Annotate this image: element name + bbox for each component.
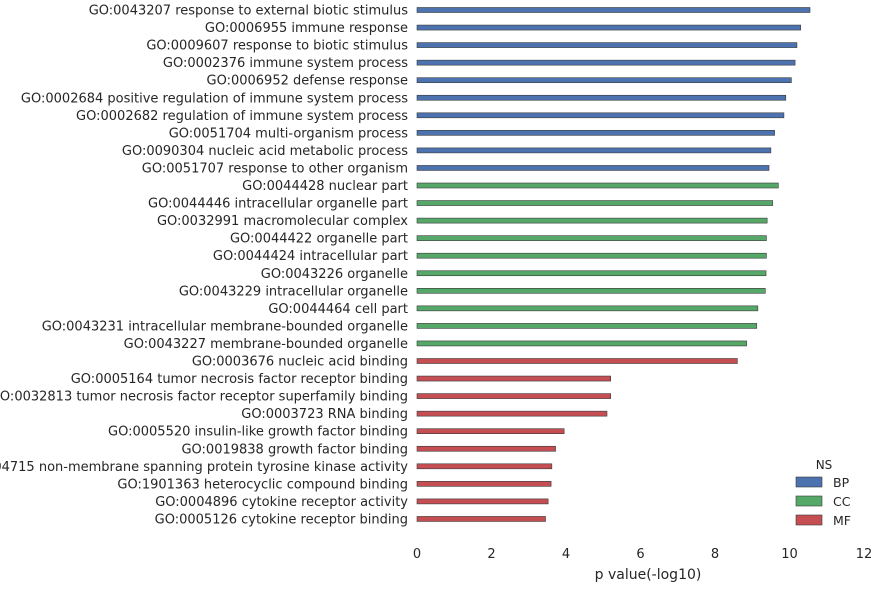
legend: NS BP CC MF [795, 458, 851, 528]
bar-mf [416, 428, 565, 435]
category-label: GO:0002376 immune system process [163, 56, 408, 71]
category-label: GO:0043227 membrane-bounded organelle [124, 337, 408, 352]
legend-title: NS [816, 458, 833, 472]
category-label: GO:0005164 tumor necrosis factor recepto… [71, 372, 408, 387]
x-tick-label: 4 [562, 547, 570, 562]
bar-bp [416, 130, 775, 136]
x-tick-label: 0 [413, 547, 421, 562]
category-label: GO:0002684 positive regulation of immune… [21, 91, 408, 106]
bar-bp [416, 112, 785, 119]
bar-cc [416, 323, 758, 329]
category-label: GO:0043226 organelle [261, 267, 408, 282]
bar-mf [416, 463, 553, 470]
category-label: GO:0090304 nucleic acid metabolic proces… [122, 144, 408, 159]
bar-bp [416, 94, 787, 101]
x-axis-ticks: 0 2 4 6 8 10 12 [413, 547, 872, 562]
category-label: GO:0032813 tumor necrosis factor recepto… [0, 390, 408, 405]
category-label: GO:0043207 response to external biotic s… [89, 4, 409, 19]
category-label: GO:0043229 intracellular organelle [179, 284, 408, 299]
bar-bp [416, 77, 792, 83]
bar-bp [416, 165, 770, 171]
category-label: GO:0043231 intracellular membrane-bounde… [42, 319, 408, 334]
legend-swatch-cc [795, 495, 823, 507]
bar-mf [416, 393, 611, 399]
bar-cc [416, 235, 767, 241]
legend-label-mf: MF [833, 513, 851, 528]
category-label: GO:0044422 organelle part [230, 232, 408, 247]
bar-mf [416, 410, 608, 417]
category-label: GO:0044428 nuclear part [242, 179, 408, 194]
category-label: GO:0032991 macromolecular complex [157, 214, 408, 229]
bar-bp [416, 59, 796, 66]
bar-cc [416, 252, 767, 259]
category-label: GO:0019838 growth factor binding [181, 442, 408, 457]
x-tick-label: 10 [781, 547, 798, 562]
bar-cc [416, 270, 767, 277]
bar-cc [416, 340, 747, 347]
category-label: GO:0004896 cytokine receptor activity [155, 495, 408, 510]
bar-mf [416, 481, 552, 487]
legend-swatch-mf [795, 514, 823, 526]
bar-mf [416, 516, 546, 522]
category-label: GO:0005126 cytokine receptor binding [155, 512, 408, 527]
x-tick-label: 12 [856, 547, 873, 562]
legend-label-cc: CC [833, 494, 851, 509]
bar-cc [416, 182, 779, 189]
category-label: GO:0044424 intracellular part [213, 249, 408, 264]
bar-bp [416, 147, 772, 154]
category-label: GO:0004715 non-membrane spanning protein… [0, 460, 408, 475]
bar-bp [416, 42, 798, 48]
legend-swatch-bp [795, 476, 823, 488]
category-label: GO:0006955 immune response [205, 21, 408, 36]
category-label: GO:0044446 intracellular organelle part [148, 197, 408, 212]
bar-cc [416, 305, 759, 312]
bar-mf [416, 445, 556, 452]
x-tick-label: 6 [636, 547, 644, 562]
bar-mf [416, 375, 611, 382]
category-label: GO:0051704 multi-organism process [169, 126, 409, 141]
category-labels: GO:0043207 response to external biotic s… [0, 4, 408, 528]
bar-bp [416, 7, 811, 13]
category-label: GO:1901363 heterocyclic compound binding [117, 477, 408, 492]
bar-mf [416, 498, 549, 505]
x-tick-label: 8 [711, 547, 719, 562]
category-label: GO:0009607 response to biotic stimulus [146, 39, 408, 54]
category-label: GO:0044464 cell part [268, 302, 408, 317]
x-axis-title: p value(-log10) [595, 567, 702, 583]
category-label: GO:0003723 RNA binding [241, 407, 408, 422]
x-tick-label: 2 [487, 547, 495, 562]
category-label: GO:0051707 response to other organism [142, 161, 408, 176]
bar-cc [416, 217, 768, 224]
bar-cc [416, 287, 766, 294]
category-label: GO:0005520 insulin-like growth factor bi… [108, 425, 408, 440]
bar-cc [416, 200, 774, 206]
category-label: GO:0002682 regulation of immune system p… [76, 109, 408, 124]
bars-layer [416, 7, 811, 522]
legend-label-bp: BP [833, 475, 850, 490]
bar-mf [416, 358, 738, 364]
category-label: GO:0003676 nucleic acid binding [192, 355, 408, 370]
category-label: GO:0006952 defense response [207, 74, 409, 89]
bar-bp [416, 24, 801, 31]
